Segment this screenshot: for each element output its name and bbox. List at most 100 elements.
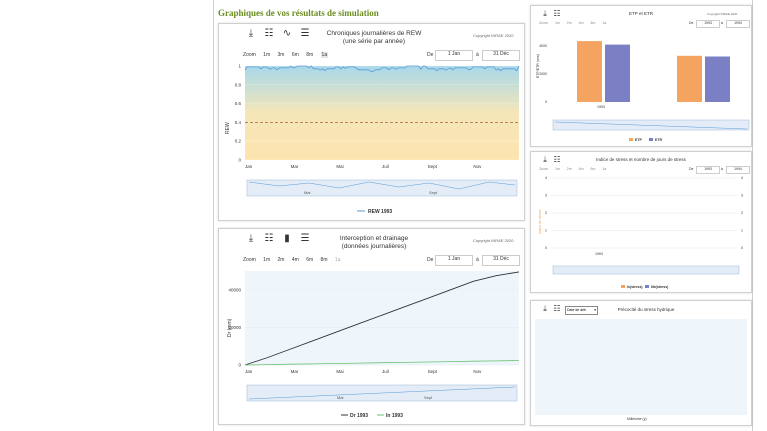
zoom-4m-button[interactable]: 4m — [578, 167, 584, 171]
precocity-plot-area — [535, 319, 747, 415]
zoom-6m-button[interactable]: 6m — [291, 52, 299, 58]
frame-right-border — [752, 0, 753, 431]
month-tick-label: Juil — [382, 164, 389, 169]
in-legend[interactable]: In 1993 — [386, 413, 403, 419]
copyright-text: Copyright INRAE 2020 — [473, 33, 514, 38]
rew-chart-title: Chroniques journalières de REW (une séri… — [309, 30, 439, 46]
stress-range-from-input[interactable]: 1993 — [696, 166, 720, 174]
precocity-xlabel: Millésime (y) — [627, 417, 647, 421]
zoom-3m-button[interactable]: 3m — [277, 52, 285, 58]
zoom-1a-button[interactable]: 1a — [602, 167, 607, 171]
month-tick-label: Mai — [336, 369, 343, 374]
interception-zoom-row: Zoom 1m 2m 4m 6m 8m 1a — [243, 257, 346, 263]
etp-xtick: 1993 — [597, 105, 605, 109]
stress-ytick-label: 3 — [545, 194, 547, 198]
zoom-1m-button[interactable]: 1m — [554, 167, 560, 171]
zoom-2m-button[interactable]: 2m — [277, 257, 285, 263]
copyright-text: Copyright INRAE 2020 — [707, 12, 738, 16]
page-title: Graphiques de vos résultats de simulatio… — [218, 8, 379, 18]
stress-range-to-input[interactable]: 1994 — [726, 166, 750, 174]
rew-legend[interactable]: REW 1993 — [368, 209, 392, 215]
range-a-label: à — [721, 167, 723, 171]
etp-navigator-series — [554, 121, 748, 130]
download-icon[interactable]: ⤓ — [543, 155, 547, 164]
month-tick-label: Nov — [473, 164, 482, 169]
precocity-chart-title: Précocité du stress hydrique — [617, 307, 675, 312]
download-icon[interactable]: ⤓ — [248, 233, 254, 244]
rew-chart-svg: REW 10.80.60.40.20 Jan Mar Mai Juil Sept Nov … — [225, 64, 520, 215]
rew-ylabel: REW — [225, 122, 231, 134]
zoom-4m-button[interactable]: 4m — [291, 257, 299, 263]
rew-ytick-label: 1 — [238, 64, 241, 69]
stress-chart-title: Indice de stress et nombre de jours de s… — [596, 157, 686, 162]
etp-range-from-input[interactable]: 1993 — [696, 20, 720, 28]
zoom-1a-button[interactable]: 1a — [320, 52, 329, 58]
range-to-input[interactable]: 31 Déc — [482, 50, 520, 61]
etp-navigator[interactable] — [552, 119, 750, 131]
etp-range-to-input[interactable]: 1994 — [726, 20, 750, 28]
table-view-icon[interactable]: ☷ — [553, 9, 561, 18]
interception-navigator-series — [248, 386, 516, 400]
zoom-6m-button[interactable]: 6m — [590, 167, 596, 171]
table-view-icon[interactable]: ☷ — [553, 155, 561, 164]
stress-xtick: 1993 — [595, 252, 603, 256]
download-icon[interactable]: ⤓ — [248, 28, 254, 39]
range-to-input[interactable]: 31 Déc — [482, 255, 520, 266]
interception-chart-title: Interception et drainage (données journa… — [309, 235, 439, 251]
etp-ytick-label: 2000 — [539, 72, 547, 76]
etp-chart-panel: ⤓ ☷ ETP et ETR Copyright INRAE 2020 Zoom… — [530, 5, 752, 147]
rew-plot-area — [245, 66, 519, 160]
zoom-8m-button[interactable]: 8m — [320, 257, 328, 263]
zoom-1m-button[interactable]: 1m — [554, 21, 560, 25]
precocity-select-value: Date de déb — [567, 308, 587, 312]
zoom-2m-button[interactable]: 2m — [566, 21, 572, 25]
zoom-2m-button[interactable]: 2m — [566, 167, 572, 171]
dr-legend[interactable]: Dr 1993 — [350, 413, 368, 419]
stress-chart-svg: Indice de stress 4 4 3 3 2 2 1 1 0 0 1993 Is(stre… — [538, 176, 743, 289]
range-from-input[interactable]: 1 Jan — [435, 255, 473, 266]
etr-legend[interactable]: ETR — [655, 138, 662, 142]
zoom-1m-button[interactable]: 1m — [263, 52, 271, 58]
zoom-label: Zoom — [539, 167, 548, 171]
zoom-8m-button[interactable]: 8m — [306, 52, 314, 58]
stress-navigator[interactable] — [552, 265, 740, 275]
download-icon[interactable]: ⤓ — [543, 304, 547, 313]
interception-ytick-label: 20000 — [228, 325, 241, 330]
zoom-4m-button[interactable]: 4m — [578, 21, 584, 25]
rew-navigator[interactable] — [246, 179, 518, 197]
table-view-icon[interactable]: ☷ — [264, 28, 274, 39]
precocity-select[interactable]: Date de déb ▾ — [565, 306, 598, 315]
month-tick-label: Juil — [382, 369, 389, 374]
month-tick-label: Mar — [291, 164, 299, 169]
zoom-label: Zoom — [243, 257, 256, 263]
wave-chart-icon[interactable]: ∿ — [282, 28, 292, 39]
month-tick-label: Mar — [291, 369, 299, 374]
zoom-6m-button[interactable]: 6m — [590, 21, 596, 25]
month-tick-label: Sept — [428, 164, 438, 169]
etp-ylabel: ETP/ETR (mm) — [536, 54, 540, 78]
range-from-input[interactable]: 1 Jan — [435, 50, 473, 61]
zoom-1a-button[interactable]: 1a — [334, 257, 341, 263]
table-view-icon[interactable]: ☷ — [553, 304, 561, 313]
bar-chart-icon[interactable]: ▮ — [284, 233, 290, 244]
table-view-icon[interactable]: ☷ — [264, 233, 274, 244]
zoom-6m-button[interactable]: 6m — [306, 257, 314, 263]
zoom-1m-button[interactable]: 1m — [263, 257, 271, 263]
stress-ytick-right-label: 2 — [741, 211, 743, 215]
rew-ytick-label: 0.6 — [235, 101, 242, 106]
interception-ytick-label: 0 — [238, 363, 241, 368]
is-legend[interactable]: Is(stress) — [627, 285, 643, 289]
range-de-label: De — [689, 167, 694, 171]
rew-chart-panel: ⤓ ☷ ∿ ☰ Chroniques journalières de REW (… — [218, 23, 525, 221]
zoom-label: Zoom — [243, 52, 256, 58]
navigator-month-label: Mai — [337, 395, 344, 400]
etr-legend-swatch — [649, 138, 653, 141]
zoom-1a-button[interactable]: 1a — [602, 21, 607, 25]
list-icon[interactable]: ☰ — [300, 28, 310, 39]
rew-ytick-label: 0 — [238, 158, 241, 163]
etp-legend[interactable]: ETP — [635, 138, 642, 142]
download-icon[interactable]: ⤓ — [543, 9, 547, 18]
list-icon[interactable]: ☰ — [300, 233, 310, 244]
stress-ytick-label: 0 — [545, 246, 547, 250]
nj-legend[interactable]: Nb(stress) — [651, 285, 668, 289]
